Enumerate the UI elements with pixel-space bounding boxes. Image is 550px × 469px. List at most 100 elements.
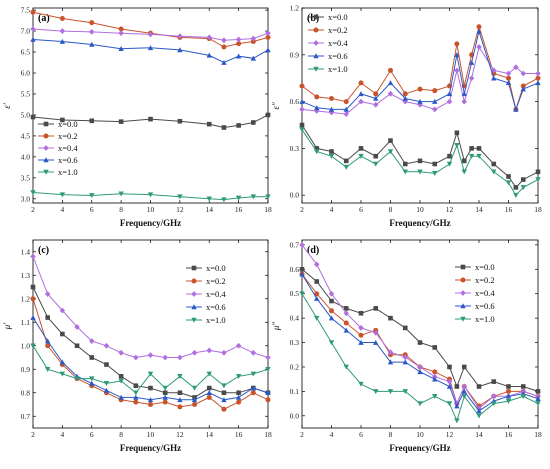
legend-marker	[313, 66, 319, 72]
data-point	[74, 324, 80, 330]
legend-label: x=0.0	[475, 262, 495, 272]
data-point	[358, 332, 364, 338]
data-point	[513, 192, 519, 198]
data-point	[446, 98, 453, 105]
data-point	[373, 339, 379, 345]
series-x-1-0	[30, 190, 271, 203]
x-tick-label: 14	[206, 430, 214, 439]
x-tick-label: 12	[176, 205, 184, 214]
data-point	[343, 111, 349, 117]
legend: x=0.0 x=0.2 x=0.4 x=0.6 x=1.0	[186, 263, 226, 325]
data-point	[506, 75, 511, 81]
data-point	[454, 67, 460, 74]
data-point	[469, 146, 474, 151]
legend: x=0.0 x=0.2 x=0.4 x=0.6 x=1.0	[38, 119, 78, 177]
series-line	[301, 129, 539, 197]
legend-marker	[43, 169, 49, 175]
series-line	[301, 45, 538, 115]
data-point	[520, 86, 526, 92]
y-tick-label: 1.2	[21, 294, 31, 303]
data-point	[118, 378, 124, 384]
legend-label: x=0.0	[58, 119, 78, 129]
series-x-0-4	[299, 44, 541, 117]
data-point	[250, 39, 256, 45]
data-point	[476, 28, 482, 34]
data-point	[250, 385, 257, 391]
data-point	[89, 376, 95, 382]
legend-marker	[191, 291, 197, 297]
x-tick-label: 2	[300, 430, 304, 439]
data-point	[454, 130, 460, 136]
x-tick-label: 16	[505, 205, 513, 214]
y-tick-label: 5.5	[21, 89, 31, 98]
panel-label: (a)	[38, 13, 50, 24]
data-point	[30, 36, 36, 42]
x-axis-title: Frequency/GHz	[389, 443, 450, 453]
series-line	[32, 39, 269, 64]
data-point	[468, 153, 475, 159]
data-point	[235, 394, 242, 400]
data-point	[388, 67, 393, 73]
data-point	[535, 169, 541, 175]
data-point	[373, 101, 379, 108]
data-point	[251, 120, 256, 125]
legend-marker	[313, 14, 319, 20]
data-point	[45, 343, 51, 349]
series-x-0-2	[299, 271, 541, 409]
x-tick-label: 4	[61, 430, 65, 439]
y-tick-label: 6.0	[21, 69, 31, 78]
data-point	[329, 298, 334, 304]
data-point	[30, 343, 36, 349]
data-point	[250, 35, 257, 42]
data-point	[358, 91, 364, 97]
data-point	[314, 146, 320, 151]
data-point	[329, 95, 334, 101]
data-point	[44, 366, 51, 372]
data-point	[206, 394, 212, 400]
data-point	[265, 194, 271, 200]
data-point	[535, 75, 541, 81]
data-point	[221, 197, 227, 203]
data-point	[506, 388, 511, 394]
data-point	[133, 354, 139, 361]
y-tick-label: 1.1	[21, 318, 31, 327]
legend-label: x=0.2	[328, 25, 348, 35]
y-tick-label: 0.9	[21, 365, 31, 374]
data-point	[206, 385, 212, 391]
data-point	[343, 364, 349, 370]
data-point	[147, 31, 154, 38]
legend-label: x=1.0	[328, 64, 348, 74]
data-point	[328, 106, 335, 112]
series-line	[301, 273, 539, 407]
y-tick-label: 1.2	[290, 4, 300, 13]
data-point	[162, 385, 168, 391]
series-line	[301, 24, 539, 112]
y-tick-label: 0.5	[290, 289, 300, 298]
data-point	[221, 397, 227, 403]
data-point	[162, 399, 168, 405]
data-point	[535, 389, 541, 394]
legend-label: x=0.2	[475, 275, 495, 285]
data-point	[432, 88, 438, 94]
x-tick-label: 2	[31, 205, 35, 214]
y-tick-label: 6.5	[21, 48, 31, 57]
data-point	[343, 158, 349, 164]
plot-frame	[301, 239, 539, 429]
data-point	[177, 390, 183, 396]
data-point	[59, 371, 66, 377]
data-point	[221, 349, 227, 356]
x-tick-label: 8	[389, 430, 393, 439]
x-tick-label: 10	[416, 205, 424, 214]
y-tick-label: 3.5	[21, 173, 31, 182]
data-point	[417, 364, 423, 370]
data-point	[454, 384, 460, 389]
data-point	[432, 345, 438, 350]
x-tick-label: 6	[90, 430, 94, 439]
data-point	[432, 106, 438, 113]
data-point	[118, 191, 124, 197]
legend-marker	[191, 317, 197, 323]
data-point	[118, 374, 124, 379]
data-point	[59, 38, 66, 44]
data-point	[343, 164, 349, 170]
data-point	[206, 196, 212, 202]
